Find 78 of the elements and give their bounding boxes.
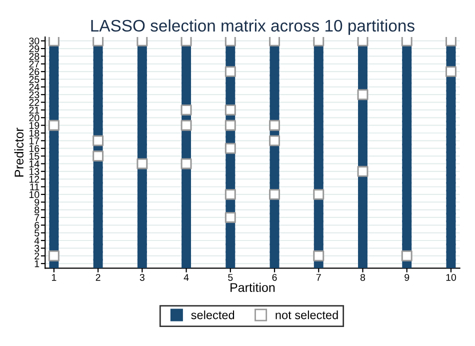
point <box>357 166 368 177</box>
point <box>445 66 456 78</box>
y-tick-label: 13 <box>30 168 40 176</box>
point <box>401 37 412 46</box>
chart-title: LASSO selection matrix across 10 partitions <box>91 19 414 35</box>
y-tick-label: 21 <box>29 106 40 114</box>
y-tick-label: 1 <box>34 260 40 268</box>
y-tick-label: 5 <box>34 230 40 236</box>
y-tick-label: 19 <box>30 122 40 129</box>
y-tick-label: 6 <box>34 222 40 229</box>
point <box>313 250 324 262</box>
y-tick-label: 8 <box>34 206 40 214</box>
y-tick-label: 23 <box>29 91 40 98</box>
point <box>224 66 236 78</box>
y-tick-label: 29 <box>29 45 40 52</box>
y-tick-label: 24 <box>29 84 40 90</box>
point <box>224 120 236 131</box>
y-tick-label: 22 <box>29 99 40 106</box>
legend-label: not selected <box>276 310 338 320</box>
point <box>224 142 236 154</box>
y-tick-label: 7 <box>34 214 40 221</box>
y-tick-label: 12 <box>30 176 40 183</box>
y-tick-label: 20 <box>29 114 40 122</box>
point <box>269 37 280 46</box>
point <box>48 250 60 262</box>
y-tick-label: 25 <box>29 76 40 83</box>
point <box>269 188 280 200</box>
y-tick-label: 2 <box>34 252 40 260</box>
y-tick-label: 17 <box>30 138 40 144</box>
point <box>48 37 60 46</box>
point <box>357 89 368 100</box>
x-tick-label: 1 <box>52 274 56 281</box>
y-tick-label: 4 <box>34 237 40 244</box>
y-tick-label: 18 <box>30 130 40 137</box>
point <box>92 37 104 46</box>
point <box>180 104 192 116</box>
x-axis-title: Partition <box>230 282 275 292</box>
y-tick-label: 10 <box>30 191 40 198</box>
y-tick-label: 15 <box>30 152 40 160</box>
point <box>269 135 280 146</box>
point <box>224 37 236 46</box>
x-tick-label: 5 <box>228 274 233 281</box>
y-axis-title: Predictor <box>14 128 24 177</box>
x-tick-label: 7 <box>316 274 321 281</box>
point <box>92 135 104 146</box>
y-tick-label: 3 <box>34 244 40 252</box>
y-tick-label: 26 <box>29 68 40 76</box>
x-tick-label: 6 <box>272 274 277 281</box>
point <box>136 37 148 46</box>
point <box>92 150 104 162</box>
point <box>48 120 60 131</box>
point <box>445 37 456 46</box>
x-tick-label: 9 <box>404 274 410 281</box>
point <box>401 250 412 262</box>
x-tick-label: 8 <box>360 274 366 281</box>
point <box>180 120 192 131</box>
point <box>313 188 324 200</box>
legend-label: selected <box>191 310 234 320</box>
y-tick-label: 9 <box>34 198 40 206</box>
x-tick-label: 4 <box>184 274 189 281</box>
point <box>224 188 236 200</box>
y-tick-label: 16 <box>30 145 40 152</box>
y-tick-label: 28 <box>29 52 40 60</box>
point <box>224 212 236 223</box>
point <box>357 37 368 46</box>
point <box>136 158 148 170</box>
x-tick-label: 2 <box>96 274 100 281</box>
y-tick-label: 14 <box>30 160 40 168</box>
point <box>180 158 192 170</box>
y-tick-label: 30 <box>29 38 40 44</box>
y-tick-label: 27 <box>29 60 40 68</box>
point <box>224 104 236 116</box>
point <box>313 37 324 46</box>
x-tick-label: 10 <box>446 274 456 281</box>
point <box>269 120 280 131</box>
y-tick-label: 11 <box>30 184 40 190</box>
point <box>180 37 192 46</box>
x-tick-label: 3 <box>140 274 144 281</box>
